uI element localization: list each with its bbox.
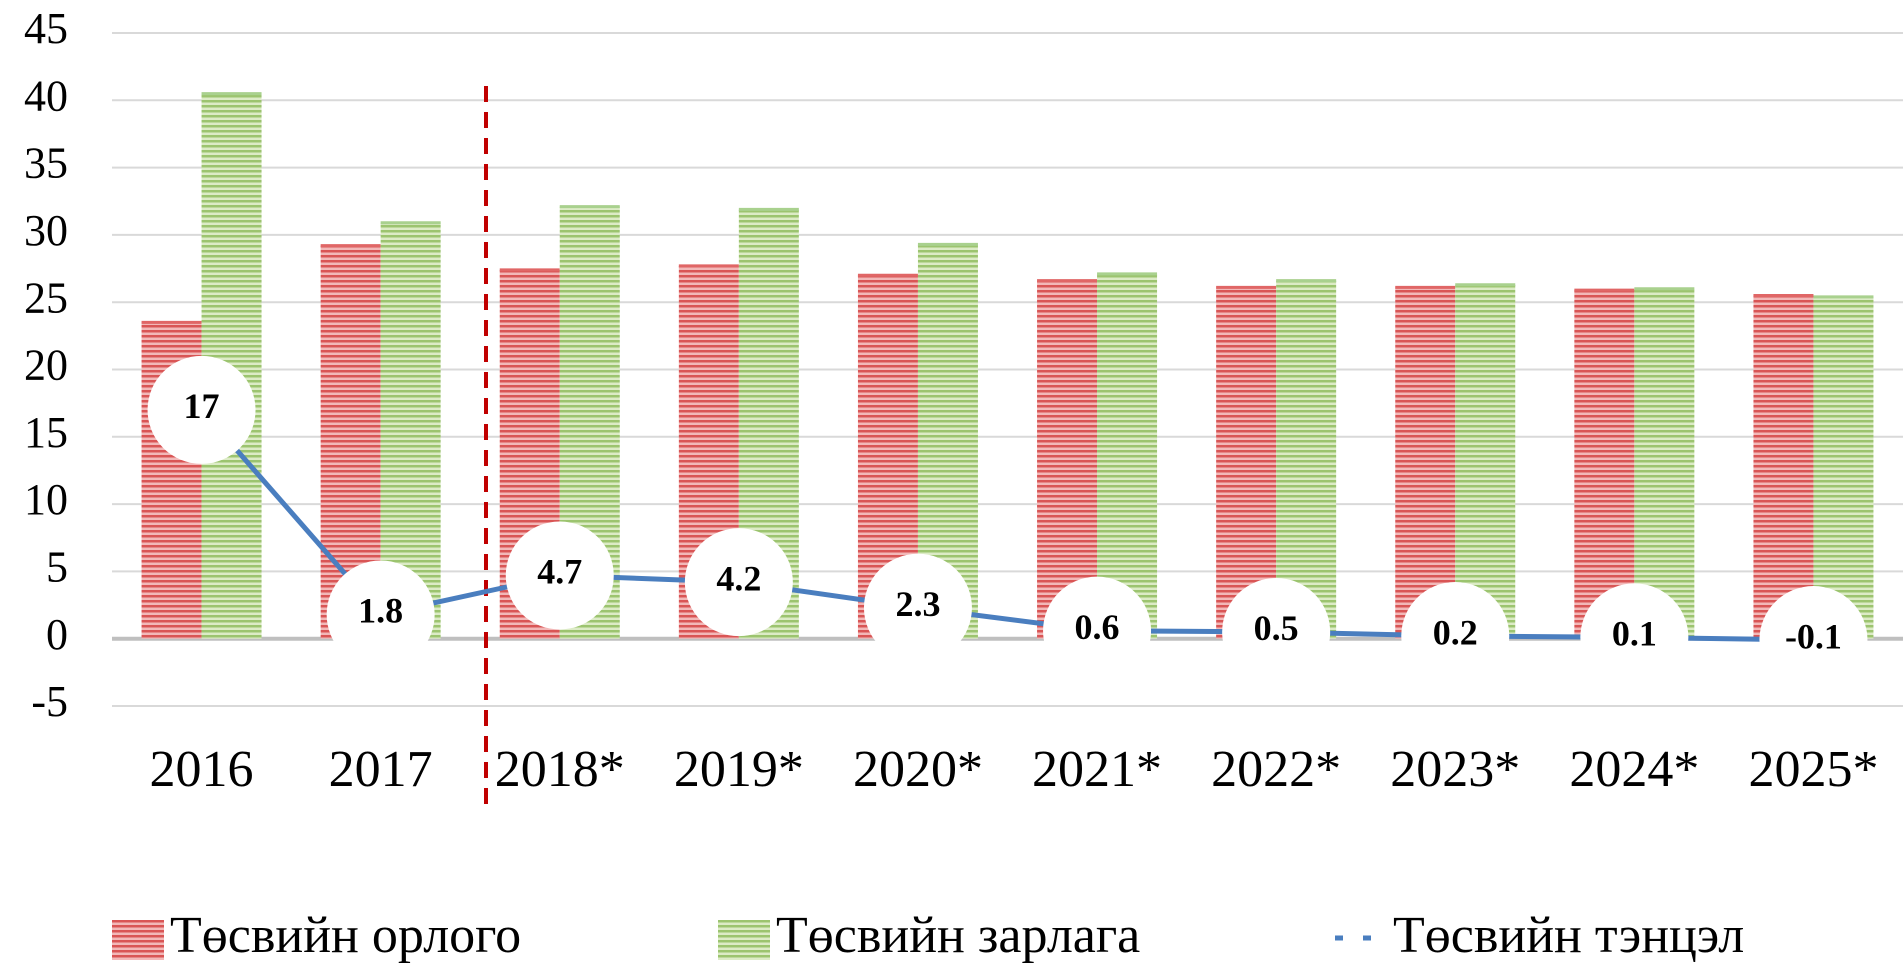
data-label-bg — [1759, 586, 1868, 695]
data-label: 17 — [184, 386, 220, 426]
bar — [1455, 284, 1516, 639]
y-tick-label: 35 — [24, 139, 68, 188]
bar — [1395, 287, 1456, 639]
bar — [1574, 290, 1635, 639]
x-tick-label: 2018* — [495, 741, 625, 798]
data-label-bg — [326, 560, 435, 669]
data-label-bg — [1043, 576, 1152, 685]
y-tick-label: 25 — [24, 273, 68, 322]
legend-label: Төсвийн зарлага — [776, 907, 1140, 964]
x-tick-label: 2025* — [1748, 741, 1878, 798]
x-tick-label: 2020* — [853, 741, 983, 798]
data-label-bg — [1222, 577, 1331, 686]
y-tick-label: 40 — [24, 71, 68, 120]
legend-swatch — [112, 920, 164, 960]
data-label-bg — [147, 355, 256, 464]
x-tick-label: 2016 — [150, 741, 254, 798]
data-label: 0.1 — [1612, 614, 1657, 654]
y-tick-label: 45 — [24, 4, 68, 53]
y-tick-label: 15 — [24, 408, 68, 457]
data-label-bg — [684, 528, 793, 637]
x-tick-label: 2023* — [1390, 741, 1520, 798]
bar — [1753, 295, 1814, 639]
y-tick-label: -5 — [31, 677, 68, 726]
data-label: 4.7 — [537, 552, 582, 592]
bar — [1813, 296, 1874, 639]
y-tick-label: 20 — [24, 341, 68, 390]
data-label-bg — [863, 553, 972, 662]
legend-label: Төсвийн орлого — [170, 907, 521, 964]
x-tick-label: 2024* — [1569, 741, 1699, 798]
data-label: 1.8 — [358, 591, 403, 631]
data-label-bg — [1580, 583, 1689, 692]
y-tick-label: 5 — [46, 542, 68, 591]
x-tick-label: 2017 — [329, 741, 433, 798]
data-label: 0.2 — [1433, 612, 1478, 652]
legend-swatch — [718, 920, 770, 960]
data-label: 2.3 — [895, 584, 940, 624]
x-tick-label: 2019* — [674, 741, 804, 798]
y-tick-label: 30 — [24, 206, 68, 255]
x-tick-label: 2021* — [1032, 741, 1162, 798]
data-label: 4.2 — [716, 558, 761, 598]
data-label: 0.6 — [1075, 607, 1120, 647]
y-tick-label: 0 — [46, 610, 68, 659]
data-label: -0.1 — [1785, 616, 1842, 656]
data-label-bg — [505, 521, 614, 630]
data-label: 0.5 — [1254, 608, 1299, 648]
legend-label: Төсвийн тэнцэл — [1393, 907, 1744, 964]
data-label-bg — [1401, 582, 1510, 691]
x-tick-label: 2022* — [1211, 741, 1341, 798]
balance-line — [199, 408, 1814, 643]
y-tick-label: 10 — [24, 475, 68, 524]
bar — [1634, 288, 1695, 639]
